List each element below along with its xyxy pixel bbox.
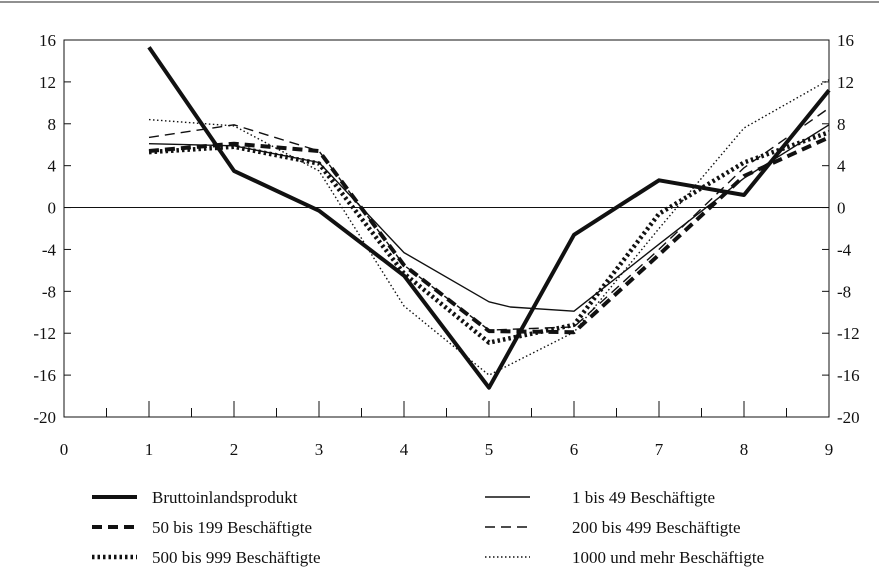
y-tick-label-left: -20 — [33, 408, 56, 427]
left-y-axis: 16 12 8 4 0 -4 -8 -12 -16 -20 — [33, 31, 71, 427]
y-tick-label-right: 4 — [837, 157, 846, 176]
legend: Bruttoinlandsprodukt 1 bis 49 Beschäftigt… — [92, 488, 764, 567]
x-tick-label: 5 — [485, 440, 494, 459]
x-tick-label: 7 — [655, 440, 664, 459]
y-tick-label-left: -16 — [33, 366, 56, 385]
series-line-5 — [149, 132, 829, 342]
series-line-3 — [149, 137, 829, 332]
legend-label-6: 1000 und mehr Beschäftigte — [572, 548, 764, 567]
legend-label-3: 50 bis 199 Beschäftigte — [152, 518, 312, 537]
x-tick-label: 6 — [570, 440, 579, 459]
y-tick-label-right: -4 — [837, 240, 852, 259]
x-tick-label: 2 — [230, 440, 239, 459]
series-layer — [149, 47, 829, 387]
y-tick-label-right: -20 — [837, 408, 860, 427]
x-tick-label: 9 — [825, 440, 834, 459]
y-tick-label-right: 0 — [837, 199, 846, 218]
legend-label-2: 1 bis 49 Beschäftigte — [572, 488, 715, 507]
x-tick-label: 1 — [145, 440, 154, 459]
y-tick-label-left: 0 — [48, 199, 57, 218]
y-tick-label-right: 16 — [837, 31, 854, 50]
y-tick-label-left: -8 — [42, 282, 56, 301]
y-tick-label-left: 8 — [48, 115, 57, 134]
series-line-1 — [149, 47, 829, 387]
legend-label-1: Bruttoinlandsprodukt — [152, 488, 298, 507]
y-tick-label-right: 12 — [837, 73, 854, 92]
series-line-2 — [149, 125, 829, 311]
y-tick-label-right: 8 — [837, 115, 846, 134]
y-tick-label-left: -4 — [42, 240, 57, 259]
y-tick-label-left: 16 — [39, 31, 56, 50]
legend-label-5: 500 bis 999 Beschäftigte — [152, 548, 321, 567]
x-tick-label: 8 — [740, 440, 749, 459]
series-line-4 — [149, 108, 829, 330]
x-tick-label: 4 — [400, 440, 409, 459]
plot-frame — [64, 40, 829, 417]
y-tick-label-right: -8 — [837, 282, 851, 301]
x-axis: 0 1 2 3 4 5 6 7 8 9 — [60, 401, 834, 459]
y-tick-label-right: -12 — [837, 324, 860, 343]
y-tick-label-left: -12 — [33, 324, 56, 343]
y-tick-label-right: -16 — [837, 366, 860, 385]
y-tick-label-left: 4 — [48, 157, 57, 176]
x-tick-label: 0 — [60, 440, 69, 459]
x-tick-label: 3 — [315, 440, 324, 459]
y-tick-label-left: 12 — [39, 73, 56, 92]
legend-label-4: 200 bis 499 Beschäftigte — [572, 518, 741, 537]
